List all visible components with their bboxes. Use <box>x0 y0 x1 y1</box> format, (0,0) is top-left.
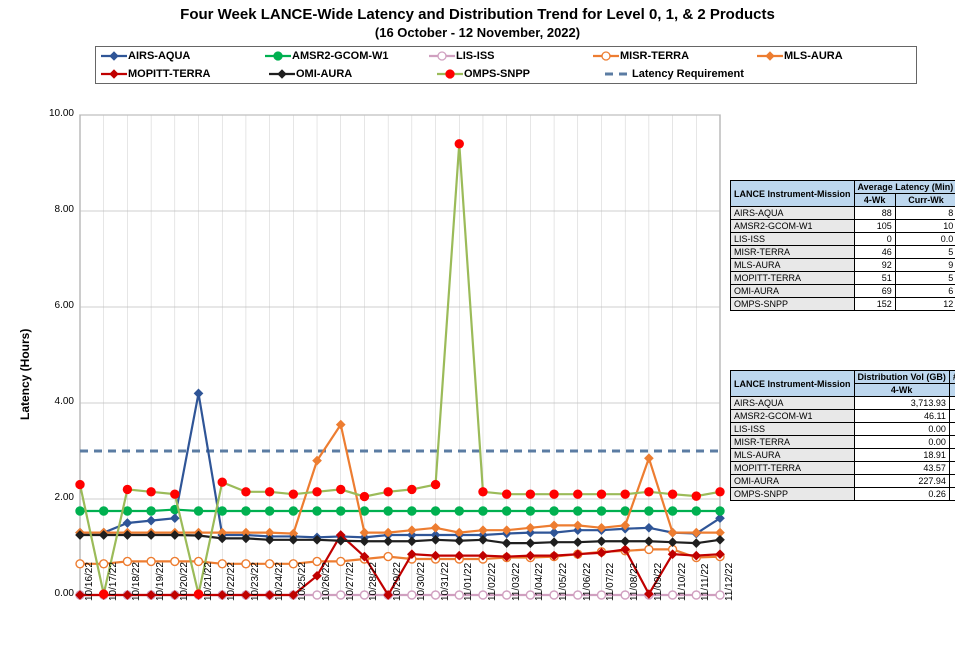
y-tick: 4.00 <box>34 396 74 407</box>
x-tick: 10/22/22 <box>226 562 237 601</box>
x-tick: 11/06/22 <box>582 563 593 601</box>
x-tick: 11/03/22 <box>511 563 522 601</box>
x-tick: 10/21/22 <box>203 562 214 601</box>
table-row-label: AIRS-AQUA <box>731 397 855 410</box>
x-tick: 10/23/22 <box>250 562 261 601</box>
table-row-label: OMI-AURA <box>731 475 855 488</box>
x-tick: 11/02/22 <box>487 563 498 601</box>
x-tick: 11/01/22 <box>463 563 474 601</box>
x-tick: 10/29/22 <box>392 562 403 601</box>
latency-table: LANCE Instrument-MissionAverage Latency … <box>730 180 955 311</box>
x-tick: 10/16/22 <box>84 562 95 601</box>
y-tick: 8.00 <box>34 204 74 215</box>
table-row-label: MOPITT-TERRA <box>731 272 855 285</box>
page: { "title_main":"Four Week LANCE-Wide Lat… <box>0 0 955 667</box>
x-tick: 10/30/22 <box>416 562 427 601</box>
table-row-label: AMSR2-GCOM-W1 <box>731 220 855 233</box>
x-tick: 11/09/22 <box>653 563 664 601</box>
y-tick: 6.00 <box>34 300 74 311</box>
table-row-label: MLS-AURA <box>731 449 855 462</box>
x-tick: 10/26/22 <box>321 562 332 601</box>
x-tick: 10/24/22 <box>274 562 285 601</box>
x-tick: 10/27/22 <box>345 562 356 601</box>
x-tick: 10/17/22 <box>108 562 119 601</box>
x-tick: 11/12/22 <box>724 563 735 601</box>
y-tick: 0.00 <box>34 588 74 599</box>
table-row-label: LIS-ISS <box>731 233 855 246</box>
x-tick: 11/04/22 <box>534 563 545 601</box>
table-row-label: AMSR2-GCOM-W1 <box>731 410 855 423</box>
x-tick: 10/18/22 <box>131 562 142 601</box>
table-row-label: MLS-AURA <box>731 259 855 272</box>
table-row-label: OMPS-SNPP <box>731 488 855 501</box>
table-row-label: OMPS-SNPP <box>731 298 855 311</box>
x-tick: 11/05/22 <box>558 563 569 601</box>
y-tick: 2.00 <box>34 492 74 503</box>
table-row-label: MISR-TERRA <box>731 436 855 449</box>
x-tick: 10/20/22 <box>179 562 190 601</box>
legend-label: MLS-AURA <box>784 50 843 62</box>
x-tick: 10/25/22 <box>297 562 308 601</box>
table-row-label: LIS-ISS <box>731 423 855 436</box>
x-tick: 10/31/22 <box>440 562 451 601</box>
table-row-label: OMI-AURA <box>731 285 855 298</box>
x-tick: 11/10/22 <box>677 563 688 601</box>
legend-item: MLS-AURA <box>752 47 916 65</box>
x-tick: 10/19/22 <box>155 562 166 601</box>
x-tick: 11/11/22 <box>700 564 711 601</box>
y-tick: 10.00 <box>34 108 74 119</box>
table-row-label: MOPITT-TERRA <box>731 462 855 475</box>
x-tick: 10/28/22 <box>368 562 379 601</box>
x-tick: 11/08/22 <box>629 563 640 601</box>
table-row-label: AIRS-AQUA <box>731 207 855 220</box>
table-row-label: MISR-TERRA <box>731 246 855 259</box>
x-tick: 11/07/22 <box>605 563 616 601</box>
latency-chart <box>0 0 740 615</box>
distribution-table: LANCE Instrument-MissionDistribution Vol… <box>730 370 955 501</box>
